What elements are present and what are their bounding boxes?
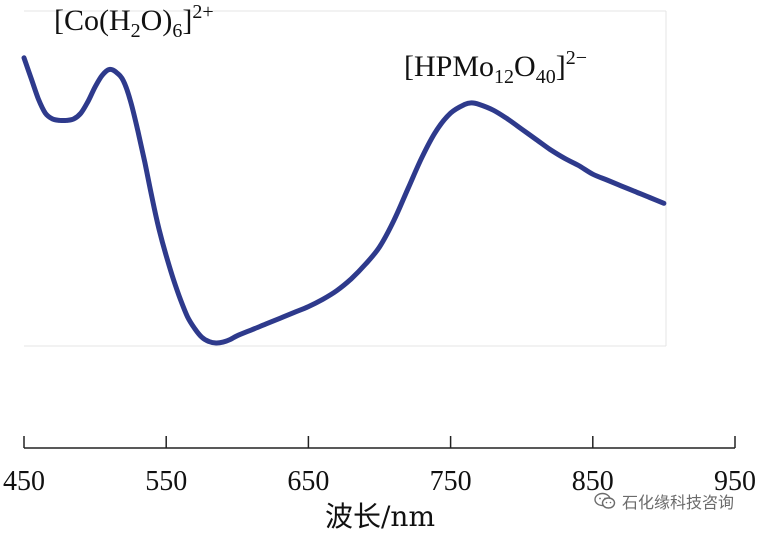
watermark-text: 石化缘科技咨询: [621, 493, 734, 512]
x-tick-label-950: 950: [714, 466, 756, 497]
x-axis-ticks: [23, 436, 736, 448]
co-aqua-complex-label: [Co(H2O)6]2+: [54, 1, 214, 42]
x-tick-label-550: 550: [145, 466, 187, 497]
absorbance-spectrum-line: [21, 55, 667, 346]
wechat-icon: [594, 492, 616, 509]
watermark: 石化缘科技咨询: [594, 489, 734, 513]
x-axis-tick-labels: 450 550 650 750 850 950: [3, 466, 756, 497]
x-axis-title: 波长/nm: [325, 500, 435, 533]
x-tick-label-450: 450: [3, 466, 45, 497]
peak-annotations: [Co(H2O)6]2+ [HPMo12O40]2−: [54, 1, 587, 88]
phosphomolybdate-label: [HPMo12O40]2−: [404, 47, 587, 88]
x-tick-label-850: 850: [572, 466, 614, 497]
x-tick-label-650: 650: [287, 466, 329, 497]
x-tick-label-750: 750: [430, 466, 472, 497]
